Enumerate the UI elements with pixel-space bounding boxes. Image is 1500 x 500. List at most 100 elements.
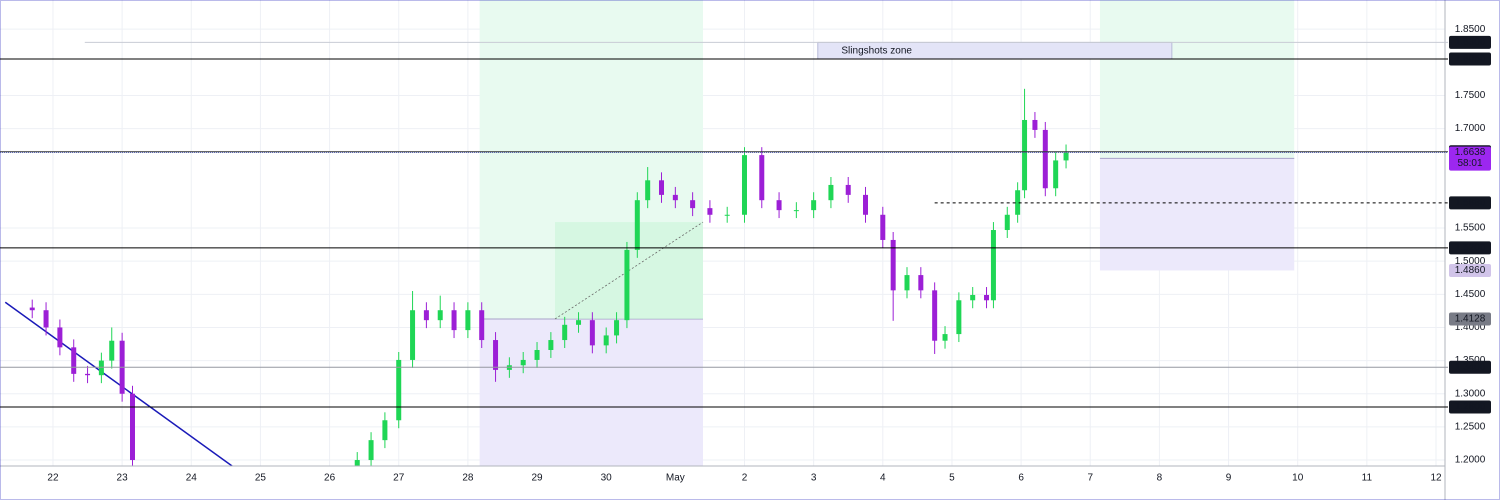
candle-body	[534, 349, 540, 360]
x-tick-label: 9	[1226, 473, 1232, 484]
candle-body	[904, 275, 910, 291]
candle-body	[659, 180, 665, 195]
candle-body	[85, 373, 91, 376]
x-tick-label: 4	[880, 473, 886, 484]
candle-body	[990, 230, 996, 301]
x-tick-label: 7	[1087, 473, 1093, 484]
x-tick-label: 10	[1292, 473, 1304, 484]
candle-body	[614, 320, 620, 336]
candle-body	[956, 300, 962, 335]
x-tick-label: 8	[1157, 473, 1163, 484]
candle-body	[562, 324, 568, 341]
level-label-bg	[1449, 400, 1491, 414]
candle-body	[423, 310, 429, 321]
candle-body	[672, 194, 678, 201]
x-tick-label: 27	[393, 473, 405, 484]
candle-body	[437, 310, 443, 321]
candle-body	[603, 335, 609, 346]
y-tick-label: 1.8500	[1455, 24, 1486, 35]
candle-body	[793, 210, 799, 212]
candle-body	[1004, 214, 1010, 231]
candle-body	[548, 340, 554, 350]
loss-zone	[1099, 158, 1295, 271]
candle-body	[634, 200, 640, 250]
level-label: 1.4860	[1455, 265, 1486, 276]
candle-body	[942, 334, 948, 341]
candle-body	[1053, 160, 1059, 189]
y-tick-label: 1.5000	[1455, 256, 1486, 267]
y-tick-label: 1.5500	[1455, 223, 1486, 234]
candle-body	[970, 294, 976, 301]
candle-body	[845, 184, 851, 195]
level-label-bg	[1449, 312, 1491, 326]
candle-body	[354, 460, 360, 466]
y-tick-label: 1.4000	[1455, 322, 1486, 333]
candle-body	[1063, 152, 1069, 161]
x-tick-label: 5	[949, 473, 955, 484]
candle-body	[690, 200, 696, 209]
candle-body	[109, 340, 115, 361]
candle-body	[589, 320, 595, 346]
level-label-bg	[1449, 52, 1491, 66]
x-tick-label: 28	[462, 473, 474, 484]
candle-body	[724, 214, 730, 216]
trend-line	[4, 301, 233, 466]
candle-body	[984, 294, 990, 301]
candle-body	[451, 310, 457, 331]
candle-body	[645, 180, 651, 201]
level-label-bg	[1449, 241, 1491, 255]
level-label-bg	[1449, 360, 1491, 374]
candle-body	[918, 275, 924, 291]
level-label: 1.3400	[1455, 362, 1486, 373]
x-tick-label: 24	[186, 473, 198, 484]
candle-body	[29, 307, 35, 311]
level-label-bg	[1449, 263, 1491, 277]
candle-body	[932, 290, 938, 341]
y-tick-label: 1.7000	[1455, 123, 1486, 134]
candle-body	[707, 208, 713, 215]
candle-body	[811, 200, 817, 211]
candle-body	[479, 310, 485, 341]
current-price-label: 1.6638	[1455, 147, 1486, 158]
candle-body	[880, 214, 886, 240]
zone-label: Slingshots zone	[841, 45, 912, 56]
candle-body	[759, 155, 765, 201]
x-tick-label: 3	[811, 473, 817, 484]
countdown: 58:01	[1457, 158, 1482, 169]
candle-body	[1015, 190, 1021, 215]
x-tick-label: 2	[742, 473, 748, 484]
candle-body	[465, 310, 471, 331]
candle-body	[129, 393, 135, 461]
level-label: 1.8300	[1455, 37, 1486, 48]
drawings	[4, 0, 1295, 466]
candle-body	[576, 320, 582, 325]
candle-body	[776, 200, 782, 211]
candle-body	[57, 327, 63, 348]
x-tick-label: 26	[324, 473, 336, 484]
candle-body	[382, 420, 388, 441]
candle-body	[1032, 119, 1038, 130]
candle-body	[98, 360, 104, 376]
y-tick-label: 1.2000	[1455, 455, 1486, 466]
x-tick-label: 11	[1362, 473, 1373, 484]
candle-body	[828, 184, 834, 201]
candle-body	[890, 239, 896, 291]
x-tick-label: 23	[117, 473, 129, 484]
candle-body	[863, 194, 869, 215]
candle-body	[493, 340, 499, 370]
candle-body	[396, 359, 402, 421]
candle-body	[71, 347, 77, 374]
candle-body	[368, 440, 374, 461]
x-tick-label: May	[666, 473, 685, 484]
level-label: 1.2800	[1455, 402, 1486, 413]
candle-body	[410, 310, 416, 360]
x-tick-label: 29	[531, 473, 543, 484]
candles	[29, 88, 1069, 466]
y-tick-label: 1.4500	[1455, 289, 1486, 300]
level-label: 1.8050	[1455, 54, 1486, 65]
y-tick-label: 1.2500	[1455, 422, 1486, 433]
current-price-bg	[1449, 146, 1491, 171]
level-label-bg	[1449, 196, 1491, 210]
